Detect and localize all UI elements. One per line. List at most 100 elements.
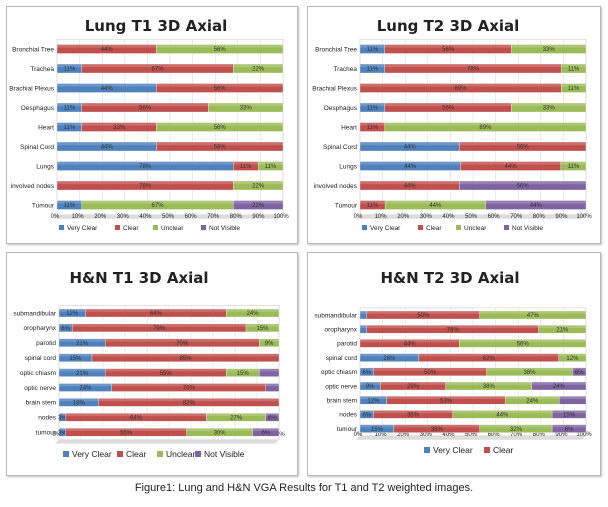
data-label: 44% — [404, 184, 417, 190]
data-label: 11% — [367, 125, 379, 131]
category-label-oesphagus: Oesphagus — [324, 105, 358, 112]
x-tick-label: 50% — [465, 432, 478, 438]
data-label: 15% — [237, 371, 250, 377]
data-label: 11% — [568, 67, 580, 73]
legend-swatch-unclear — [153, 225, 158, 230]
x-tick-label: 100% — [576, 214, 592, 220]
bar-highlight — [360, 103, 385, 107]
chart-title: Lung T2 3D Axial — [377, 17, 520, 35]
data-label: 15% — [371, 427, 384, 433]
data-label: 12% — [566, 356, 579, 362]
x-tick-label: 60% — [185, 214, 198, 220]
category-label-spinal-cord: spinal cord — [25, 355, 57, 362]
data-label: 11% — [367, 106, 379, 112]
bar-highlight — [233, 200, 283, 204]
bar-highlight — [111, 383, 266, 387]
bar-segment-unclear — [156, 44, 284, 54]
bar-highlight — [460, 161, 561, 165]
data-label: 15% — [69, 356, 82, 362]
bar-highlight — [265, 383, 279, 387]
legend-swatch-clear — [484, 447, 490, 453]
category-label-parotid: parotid — [337, 341, 357, 348]
bar-highlight — [560, 161, 586, 165]
data-label: 70% — [183, 386, 196, 392]
data-label: 53% — [440, 398, 453, 404]
bar-segment-unclear — [560, 161, 587, 171]
data-label: 24% — [79, 386, 92, 392]
legend-swatch-very-clear — [59, 225, 64, 230]
data-label: 24% — [526, 398, 539, 404]
bar-highlight — [373, 410, 453, 414]
x-tick-label: 30% — [117, 214, 130, 220]
legend-label-not-visible: Not Visible — [204, 449, 245, 459]
bar-highlight — [360, 410, 374, 414]
plot-floor — [55, 439, 279, 444]
legend-swatch-very-clear — [424, 447, 430, 453]
data-label: 56% — [517, 342, 530, 348]
data-label: 56% — [214, 47, 227, 53]
data-label: 24% — [553, 384, 566, 390]
category-label-oropharynx: oropharynx — [324, 327, 357, 334]
data-label: 33% — [543, 106, 556, 112]
category-label-parotid: parotid — [36, 340, 56, 347]
data-label: 32% — [510, 427, 523, 433]
bar-highlight — [81, 122, 157, 126]
bar-highlight — [373, 367, 487, 371]
bar-highlight — [246, 323, 279, 327]
bar-highlight — [186, 428, 253, 431]
chart-panel-lung-t2: Lung T2 3D Axial 0% 10% 20% 30% 40% 50% 60% 70% 8… — [307, 6, 601, 244]
bar-highlight — [81, 200, 234, 204]
bar-highlight — [485, 200, 586, 204]
chart-panel-hn-t1: H&N T1 3D Axial0%10%20%30%40%50%60%70%80… — [6, 252, 298, 476]
bar-highlight — [81, 103, 209, 107]
data-label: 11% — [64, 67, 76, 73]
data-label: 78% — [467, 67, 480, 73]
bar-highlight — [459, 339, 586, 343]
bar-highlight — [360, 353, 419, 357]
category-label-submandibular: submandibular — [13, 310, 56, 317]
bar-highlight — [105, 368, 227, 372]
bar-highlight — [65, 413, 207, 417]
bar-highlight — [259, 368, 279, 372]
x-tick-label: 0% — [354, 432, 363, 438]
category-label-optic-chiasm: optic chiasm — [20, 370, 56, 377]
data-label: 6% — [565, 427, 574, 433]
data-label: 56% — [214, 86, 227, 92]
chart-panel-hn-t2: H&N T2 3D Axial 0% 10% 20% 30% 40% 50% 60% 70% 80… — [307, 252, 601, 476]
bar-highlight — [360, 142, 460, 146]
bar-segment-unclear — [538, 325, 587, 334]
bar-segment-unclear — [208, 102, 284, 113]
category-label-bronchial-tree: Bronchial Tree — [315, 46, 357, 53]
data-label: 11% — [367, 203, 379, 209]
bar-segment-not-visible — [265, 413, 280, 422]
chart-title: Lung T1 3D Axial — [85, 17, 228, 35]
bar-segment-not-visible — [459, 180, 587, 191]
bar-highlight — [418, 353, 559, 357]
bar-highlight — [360, 181, 460, 185]
chart-hn-t2: H&N T2 3D Axial 0% 10% 20% 30% 40% 50% 60% 70% 80… — [314, 269, 592, 455]
data-label: 76% — [447, 327, 460, 333]
bar-highlight — [360, 396, 387, 399]
category-label-tumour: tumour — [36, 430, 57, 437]
bar-highlight — [558, 353, 586, 357]
x-tick-label: 20% — [94, 214, 107, 220]
data-label: 33% — [113, 125, 126, 131]
data-label: 11% — [64, 125, 76, 131]
bar-highlight — [57, 64, 82, 68]
x-tick-label: 90% — [555, 214, 568, 220]
x-tick-label: 60% — [488, 432, 501, 438]
data-label: 30% — [214, 430, 227, 436]
bar-highlight — [561, 83, 586, 87]
data-label: 44% — [530, 203, 543, 209]
category-label-heart: Heart — [38, 124, 54, 131]
data-label: 79% — [153, 326, 166, 332]
bar-highlight — [360, 382, 381, 385]
bar-highlight — [59, 428, 66, 431]
bar-highlight — [57, 122, 82, 126]
legend-swatch-not-visible — [504, 225, 509, 230]
data-label: 44% — [404, 164, 417, 170]
bar-highlight — [233, 64, 283, 68]
bar-highlight — [366, 325, 539, 328]
bar-segment-unclear — [479, 310, 587, 320]
bar-segment-not-visible — [531, 381, 587, 391]
